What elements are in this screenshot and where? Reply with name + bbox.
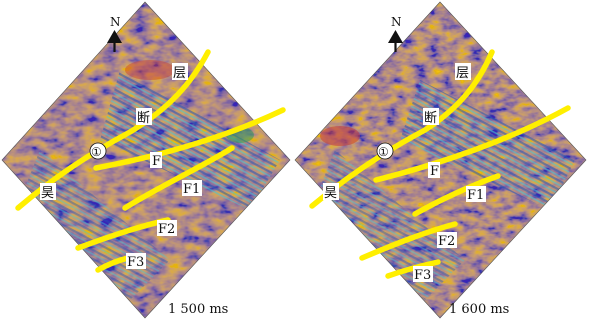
- fault-F-left: [93, 107, 286, 171]
- fault-F2-right: [359, 221, 458, 261]
- label-circle-one: ①: [378, 145, 389, 159]
- north-arrow-right: N: [388, 15, 403, 52]
- north-arrow-left: N: [107, 15, 122, 52]
- label-F2: F2: [438, 234, 455, 249]
- label-hao: 昊: [324, 186, 337, 201]
- seismic-panel-right: 层 断 ① 昊 F F1 F2 F3 N: [294, 1, 587, 319]
- label-F3: F3: [127, 255, 144, 270]
- label-circle-one: ①: [91, 145, 102, 159]
- label-duan: 断: [424, 111, 437, 126]
- time-label-left: 1 500 ms: [168, 302, 229, 317]
- label-F: F: [430, 164, 439, 179]
- label-ceng: 层: [456, 66, 469, 81]
- label-ceng: 层: [173, 66, 186, 81]
- fault-lines-right: [309, 49, 571, 279]
- fault-ceng-duan-left: [15, 49, 211, 211]
- fault-ceng-duan-right: [309, 49, 495, 209]
- label-hao: 昊: [41, 186, 54, 201]
- seismic-panel-left: 层 断 ① 昊 F F1 F2 F3 N: [1, 1, 291, 319]
- fault-F-right: [373, 105, 571, 183]
- time-label-right: 1 600 ms: [449, 302, 510, 317]
- fault-F3-right: [385, 259, 441, 279]
- north-label-left: N: [110, 15, 121, 29]
- label-duan: 断: [137, 111, 150, 126]
- north-label-right: N: [391, 15, 402, 29]
- label-F2: F2: [158, 222, 175, 237]
- label-F1: F1: [467, 188, 484, 203]
- label-F: F: [152, 154, 161, 169]
- label-F3: F3: [414, 268, 431, 283]
- label-F1: F1: [183, 182, 200, 197]
- fault-F1-right: [412, 173, 501, 217]
- fault-F1-left: [122, 145, 235, 211]
